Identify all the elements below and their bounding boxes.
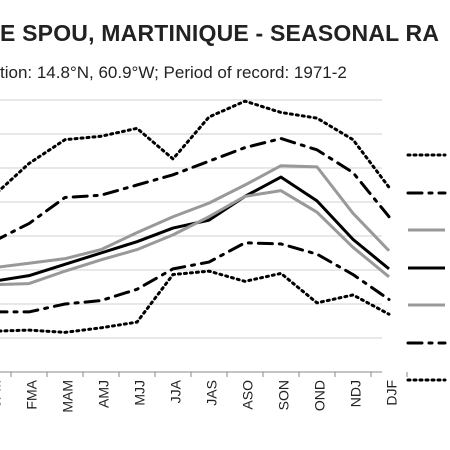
- x-tick-label: DJF: [384, 380, 400, 406]
- series-line: [0, 189, 390, 287]
- x-tick-label: FMA: [24, 379, 40, 409]
- x-tick-label: OND: [312, 380, 328, 411]
- x-tick-label: AMJ: [96, 380, 112, 408]
- x-tick-label: SON: [276, 380, 292, 410]
- series-line: [0, 137, 391, 240]
- series-line: [0, 175, 390, 282]
- series-line: [0, 164, 391, 269]
- series-line: [0, 269, 391, 334]
- x-tick-label: MJJ: [132, 380, 148, 406]
- x-tick-label: NDJ: [348, 380, 364, 407]
- x-tick-label: JFM: [0, 380, 4, 407]
- legend: [406, 153, 447, 382]
- x-tick-label: JAS: [204, 380, 220, 406]
- x-tick-label: JJA: [168, 379, 184, 403]
- gridlines: [0, 99, 382, 373]
- series-line: [0, 241, 391, 314]
- x-tick-label: ASO: [240, 380, 256, 410]
- series-lines: [0, 99, 391, 334]
- chart-title: E SPOU, MARTINIQUE - SEASONAL RA: [0, 20, 440, 46]
- chart-subtitle: tion: 14.8°N, 60.9°W; Period of record: …: [0, 63, 347, 82]
- x-axis: JFM FMA MAM AMJ MJJ JJA JAS ASO SON OND NDJ DJF: [0, 371, 408, 413]
- x-tick-label: MAM: [60, 380, 76, 413]
- series-line: [0, 99, 391, 192]
